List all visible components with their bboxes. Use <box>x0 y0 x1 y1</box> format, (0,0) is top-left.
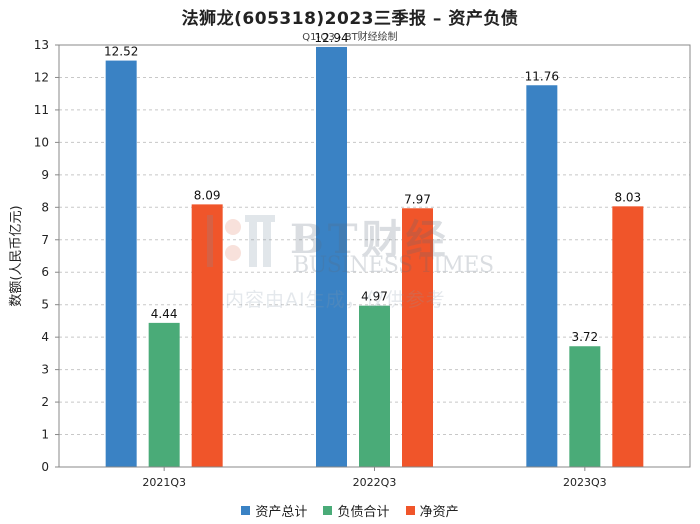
chart-title: 法狮龙(605318)2023三季报 – 资产负债 <box>181 9 519 29</box>
y-tick-label: 4 <box>41 330 49 344</box>
x-category-label: 2023Q3 <box>563 476 607 489</box>
x-axis-categories: 2021Q3 2022Q3 2023Q3 <box>142 467 607 489</box>
bar-net-assets-2021Q3 <box>191 204 223 467</box>
legend-item-liabilities: 负债合计 <box>323 501 390 520</box>
bars <box>105 46 644 467</box>
bar-total-liabilities-2021Q3 <box>148 322 180 467</box>
legend-label-assets: 资产总计 <box>255 505 308 520</box>
data-label: 7.97 <box>404 192 431 206</box>
legend-label-net-assets: 净资产 <box>419 505 459 520</box>
data-label: 11.76 <box>525 69 559 83</box>
data-label: 12.94 <box>314 31 348 45</box>
bar-total-liabilities-2023Q3 <box>569 346 601 467</box>
data-label: 12.52 <box>104 45 138 59</box>
bar-total-assets-2023Q3 <box>526 85 558 467</box>
bar-net-assets-2022Q3 <box>402 208 433 467</box>
legend: 资产总计 负债合计 净资产 <box>0 501 700 520</box>
bar-total-assets-2021Q3 <box>105 60 137 467</box>
legend-item-assets: 资产总计 <box>241 501 307 520</box>
data-label: 8.03 <box>614 190 641 204</box>
bar-total-assets-2022Q3 <box>316 46 347 467</box>
data-label: 8.09 <box>194 188 221 202</box>
y-tick-label: 5 <box>41 298 49 312</box>
bar-net-assets-2023Q3 <box>612 206 644 467</box>
y-tick-label: 3 <box>41 363 49 377</box>
legend-swatch-net-assets <box>405 506 415 515</box>
x-category-label: 2021Q3 <box>142 476 186 489</box>
legend-swatch-liabilities <box>323 506 333 515</box>
y-tick-label: 7 <box>41 233 49 247</box>
legend-swatch-assets <box>241 506 251 515</box>
chart-subtitle: Q1-Q3 - BT财经绘制 <box>302 32 398 43</box>
y-tick-label: 1 <box>41 428 49 442</box>
y-tick-label: 12 <box>34 70 49 84</box>
data-label: 4.97 <box>361 290 388 304</box>
legend-label-liabilities: 负债合计 <box>337 505 390 520</box>
y-tick-label: 6 <box>41 265 49 279</box>
y-tick-label: 10 <box>34 135 49 149</box>
y-tick-label: 9 <box>41 168 49 182</box>
y-tick-label: 2 <box>41 395 49 409</box>
y-tick-label: 0 <box>41 460 49 474</box>
x-category-label: 2022Q3 <box>353 476 397 489</box>
data-labels: 12.52 4.44 8.09 12.94 4.97 7.97 11.76 3.72 8.03 <box>104 31 641 344</box>
y-tick-label: 8 <box>41 200 49 214</box>
y-tick-label: 11 <box>34 103 49 117</box>
y-tick-label: 13 <box>34 38 49 52</box>
y-axis-label: 数额(人民币亿元) <box>9 205 24 306</box>
bar-total-liabilities-2022Q3 <box>359 305 390 467</box>
legend-item-net-assets: 净资产 <box>405 501 459 520</box>
data-label: 3.72 <box>571 330 598 344</box>
data-label: 4.44 <box>151 307 178 321</box>
plot-frame <box>58 44 691 468</box>
